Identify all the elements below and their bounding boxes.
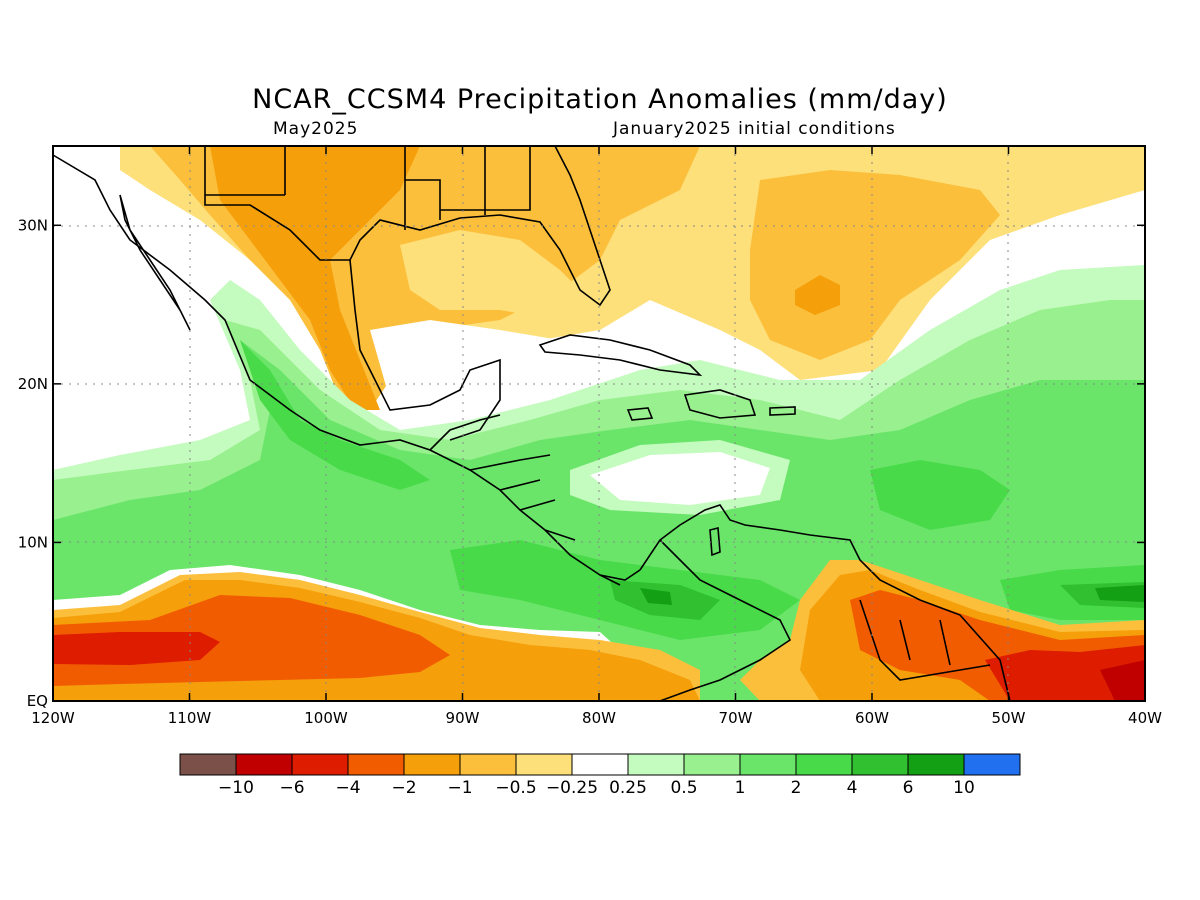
longitude-label: 80W <box>582 709 616 727</box>
axis-ticks <box>52 146 1146 702</box>
colorbar: −10 −6 −4 −2 −1 −0.5 −0.25 0.25 0.5 1 2 4 6 10 <box>179 753 1021 798</box>
colorbar-label: −10 <box>218 778 254 798</box>
colorbar-swatch <box>179 753 237 776</box>
longitude-label: 110W <box>168 709 212 727</box>
colorbar-swatch <box>963 753 1021 776</box>
map-title: NCAR_CCSM4 Precipitation Anomalies (mm/d… <box>252 84 948 115</box>
longitude-label: 60W <box>855 709 889 727</box>
initial-conditions-label: January2025 initial conditions <box>613 119 896 139</box>
colorbar-swatch <box>907 753 965 776</box>
latitude-label: 20N <box>18 375 48 393</box>
anomaly-field <box>53 146 1145 701</box>
lake-maracaibo <box>709 526 721 557</box>
colorbar-label: 2 <box>791 778 802 798</box>
colorbar-swatch <box>291 753 349 776</box>
colorbar-swatch <box>795 753 853 776</box>
south-america-north-coast <box>639 504 1011 701</box>
colorbar-label: −2 <box>391 778 416 798</box>
guianas-borders <box>859 599 991 681</box>
colorbar-swatch <box>403 753 461 776</box>
central-america-borders <box>429 414 621 586</box>
dry-region-guianas-strong <box>985 645 1145 701</box>
colorbar-label: 4 <box>847 778 858 798</box>
coastlines <box>53 146 1011 701</box>
dry-region-atlantic-moderate <box>795 275 840 315</box>
colorbar-swatch <box>851 753 909 776</box>
colorbar-swatch <box>627 753 685 776</box>
colorbar-label: 6 <box>903 778 914 798</box>
longitude-labels: 120W 110W 100W 90W 80W 70W 60W 50W 40W <box>31 709 1162 727</box>
graticule <box>53 146 1145 701</box>
dry-region-gulf-light <box>400 230 590 320</box>
hispaniola <box>683 389 757 419</box>
longitude-label: 70W <box>719 709 753 727</box>
baja-california <box>119 194 191 331</box>
longitude-label: 100W <box>304 709 348 727</box>
wet-region-strong-atlantic <box>870 460 1010 530</box>
dry-region-guianas-very-strong <box>1100 660 1145 701</box>
colorbar-label: −6 <box>279 778 304 798</box>
longitude-label: 40W <box>1128 709 1162 727</box>
gulf-coast <box>204 146 611 307</box>
colorbar-swatch <box>683 753 741 776</box>
colombia-interior <box>659 539 792 701</box>
wet-region-strong <box>240 340 430 490</box>
colorbar-label: −0.5 <box>495 778 536 798</box>
longitude-label: 50W <box>992 709 1026 727</box>
colorbar-swatch <box>571 753 629 776</box>
latitude-label: 10N <box>18 533 48 551</box>
colorbar-swatch <box>347 753 405 776</box>
latitude-label: 30N <box>18 216 48 234</box>
colorbar-label: 0.5 <box>670 778 697 798</box>
colorbar-label: 1 <box>735 778 746 798</box>
wet-region-extreme-east <box>1095 585 1145 602</box>
latitude-labels: EQ 10N 20N 30N <box>18 216 48 710</box>
colorbar-label: 10 <box>953 778 975 798</box>
colorbar-swatch <box>459 753 517 776</box>
colorbar-swatch <box>515 753 573 776</box>
colorbar-label: −4 <box>335 778 360 798</box>
forecast-month: May2025 <box>273 119 359 139</box>
colorbar-label: −1 <box>447 778 472 798</box>
us-borders <box>205 146 531 230</box>
cuba <box>538 334 703 377</box>
colorbar-label: −0.25 <box>546 778 598 798</box>
colorbar-swatch <box>235 753 293 776</box>
colorbar-swatch <box>739 753 797 776</box>
wet-region-extreme-colombia <box>640 588 672 605</box>
longitude-label: 120W <box>31 709 75 727</box>
neutral-region-caribbean-core <box>590 452 770 505</box>
jamaica <box>626 407 654 421</box>
puerto-rico <box>769 406 796 416</box>
longitude-label: 90W <box>446 709 480 727</box>
mexico-gulf-coast <box>349 259 501 441</box>
dry-region-pacific-strong <box>53 632 220 665</box>
colorbar-label: 0.25 <box>609 778 647 798</box>
latitude-label: EQ <box>27 692 48 710</box>
